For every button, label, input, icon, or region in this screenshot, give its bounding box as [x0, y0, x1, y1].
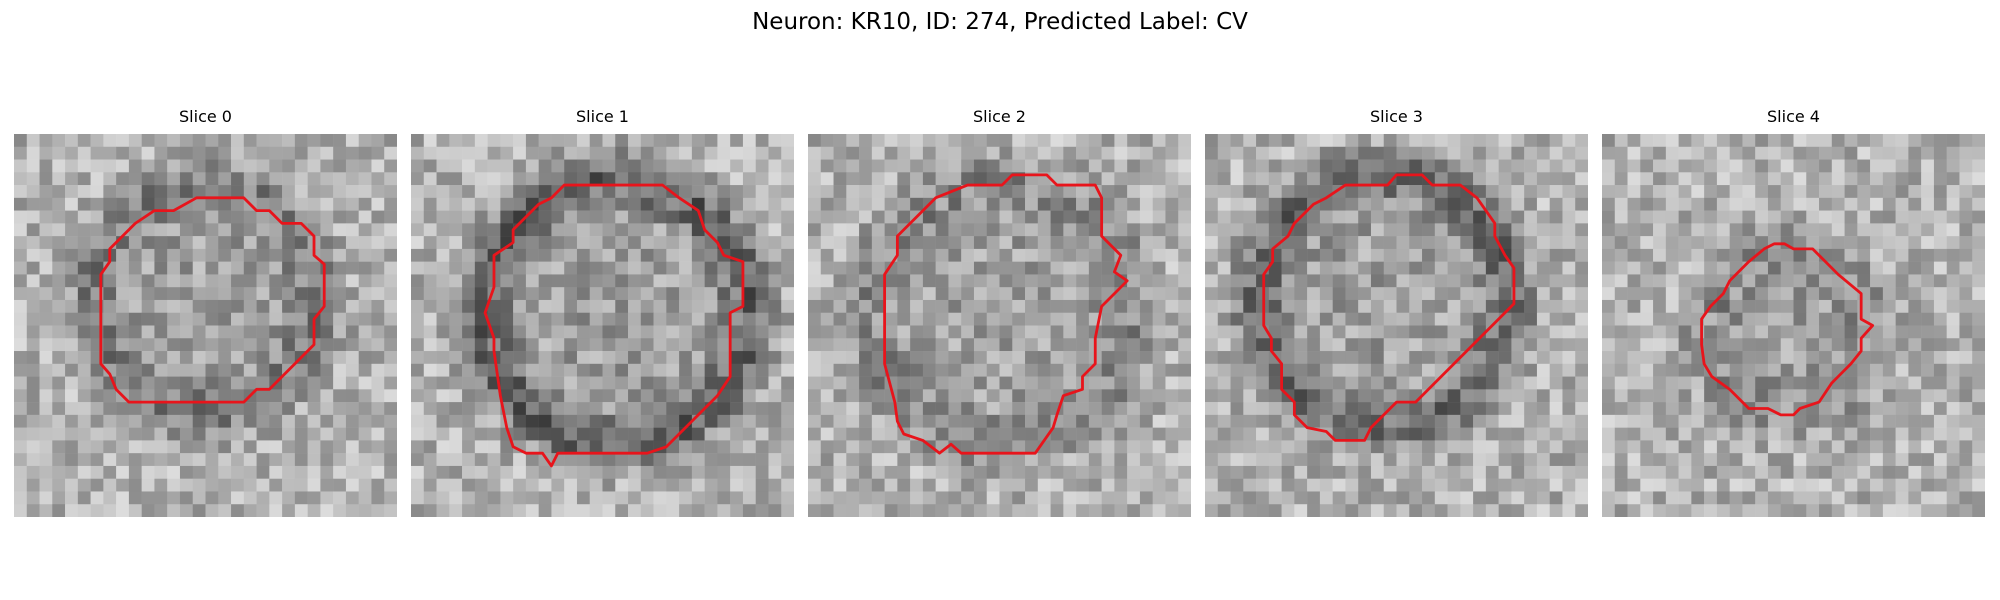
grayscale-pixels: [808, 134, 1191, 517]
grayscale-pixels: [1205, 134, 1588, 517]
slice-title: Slice 0: [179, 107, 232, 126]
slice-image: [1205, 134, 1588, 517]
cell-contour: [1700, 242, 1875, 417]
slice-title: Slice 3: [1370, 107, 1423, 126]
figure-title: Neuron: KR10, ID: 274, Predicted Label: …: [752, 9, 1248, 35]
slice-image: [411, 134, 794, 517]
slice-image: [14, 134, 397, 517]
slice-title: Slice 2: [973, 107, 1026, 126]
grayscale-pixels: [14, 134, 397, 517]
cell-contour: [883, 173, 1129, 455]
cell-contour: [1262, 173, 1516, 442]
slice-image: [1602, 134, 1985, 517]
cell-contour: [99, 196, 326, 404]
grayscale-pixels: [1602, 134, 1985, 517]
slice-title: Slice 4: [1767, 107, 1820, 126]
cell-contour: [483, 183, 745, 468]
grayscale-pixels: [411, 134, 794, 517]
slice-title: Slice 1: [576, 107, 629, 126]
slice-image: [808, 134, 1191, 517]
